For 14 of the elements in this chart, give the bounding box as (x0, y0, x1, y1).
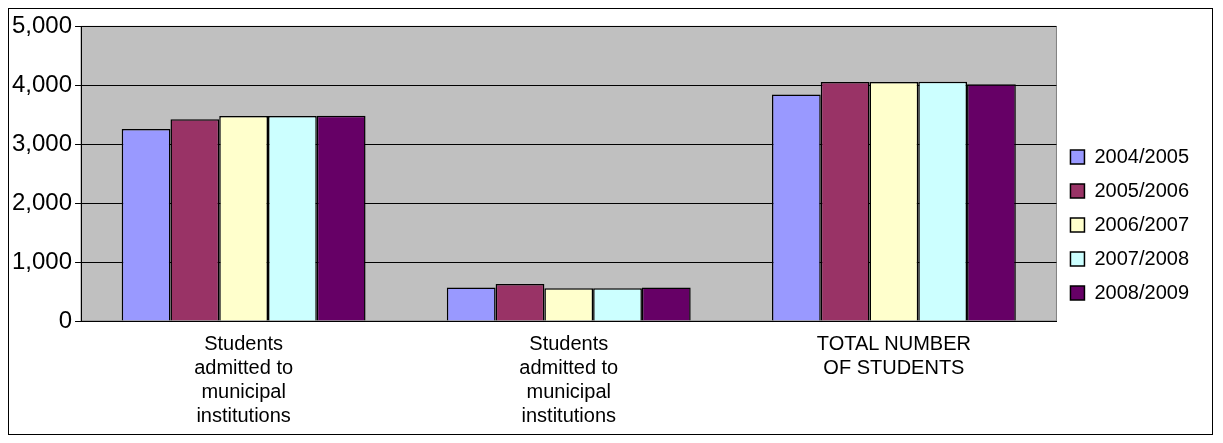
x-tick-label: TOTAL NUMBER OF STUDENTS (816, 331, 971, 378)
x-tick-label: Students admitted to municipal institutions (194, 331, 294, 426)
legend-label: 2006/2007 (1094, 212, 1190, 235)
legend-label: 2005/2006 (1094, 178, 1190, 201)
legend-label: 2004/2005 (1094, 144, 1190, 167)
y-tick-label: 3,000 (12, 128, 73, 156)
y-tick-label: 2,000 (12, 187, 73, 215)
y-tick-label: 1,000 (12, 246, 73, 274)
x-tick-label: Students admitted to municipal institutions (519, 331, 619, 426)
y-tick-label: 4,000 (12, 69, 73, 97)
y-tick-label: 0 (58, 305, 73, 333)
y-tick-label: 5,000 (12, 11, 73, 39)
legend-label: 2007/2008 (1094, 246, 1190, 269)
legend-label: 2008/2009 (1094, 280, 1190, 303)
